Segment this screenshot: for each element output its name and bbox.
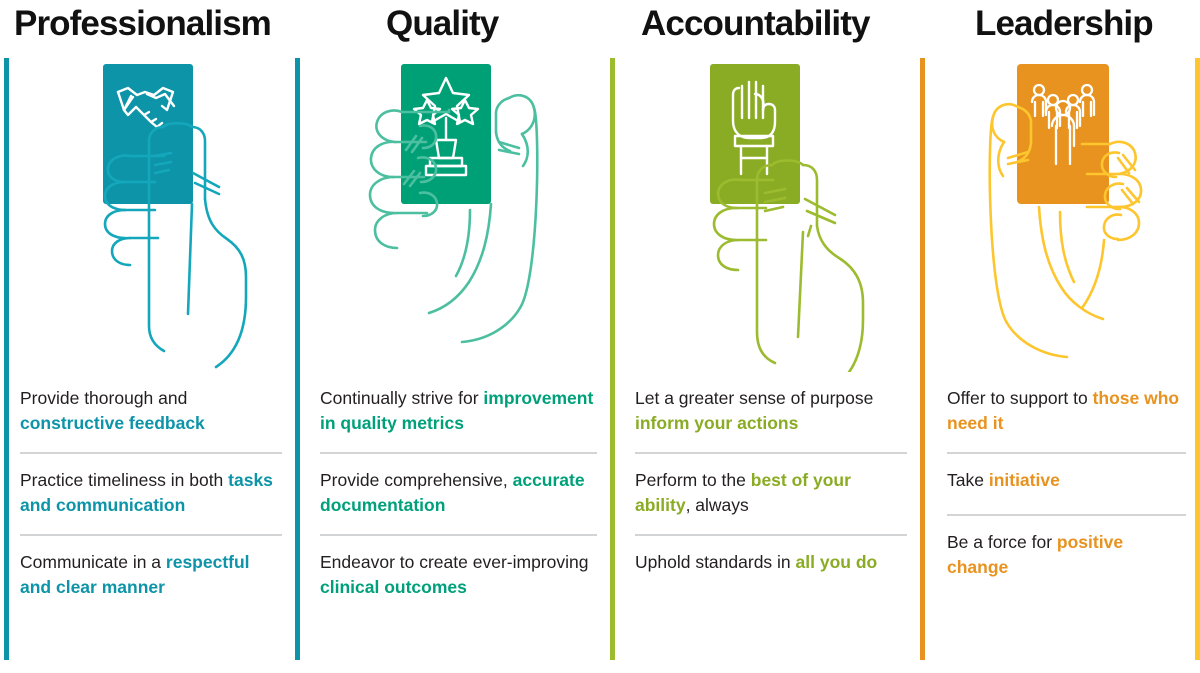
- column-rule-left-professionalism: [4, 58, 9, 660]
- page-title-accountability: Accountability: [641, 4, 870, 43]
- bullet-item: Practice timeliness in both tasks and co…: [20, 452, 282, 534]
- bullet-text-plain: Endeavor to create ever-improving: [320, 552, 589, 572]
- bullet-text-highlight: tasks and communication: [20, 470, 273, 515]
- bullet-text-plain: Take: [947, 470, 989, 490]
- bullet-item: Continually strive for improvement in qu…: [320, 372, 597, 452]
- people-group-icon: [1030, 83, 1096, 166]
- bullet-text-highlight: all you do: [795, 552, 878, 572]
- bullet-item: Uphold standards in all you do: [635, 534, 907, 596]
- card-green: [401, 64, 491, 204]
- bullet-text-plain: Continually strive for: [320, 388, 484, 408]
- bullet-text-plain: Provide thorough and: [20, 388, 188, 408]
- illustration-professionalism: [0, 52, 300, 372]
- bullet-text-highlight: positive change: [947, 532, 1124, 577]
- column-leadership: Leadership: [925, 0, 1200, 673]
- bullet-item: Perform to the best of your ability, alw…: [635, 452, 907, 534]
- bullet-item: Be a force for positive change: [947, 514, 1186, 596]
- illustration-quality: [300, 52, 615, 372]
- bullet-list-quality: Continually strive for improvement in qu…: [300, 372, 615, 661]
- bullet-text-highlight: respectful and clear manner: [20, 552, 250, 597]
- bullet-text-highlight: initiative: [988, 470, 1060, 490]
- bullet-item: Provide comprehensive, accurate document…: [320, 452, 597, 534]
- bullet-list-professionalism: Provide thorough and constructive feedba…: [0, 372, 300, 661]
- page-title-professionalism: Professionalism: [14, 4, 272, 43]
- hand-outline-orange: [988, 103, 1143, 359]
- hand-outline-green: [368, 94, 539, 344]
- card-orange: [1017, 64, 1109, 204]
- bullet-item: Provide thorough and constructive feedba…: [20, 372, 282, 452]
- bullet-text-plain: Provide comprehensive,: [320, 470, 513, 490]
- bullet-item: Offer to support to those who need it: [947, 372, 1186, 452]
- illustration-leadership: [925, 52, 1200, 372]
- handshake-icon: [116, 86, 176, 129]
- card-olive: [710, 64, 800, 204]
- column-accountability: Accountability: [615, 0, 925, 673]
- bullet-item: Communicate in a respectful and clear ma…: [20, 534, 282, 616]
- column-professionalism: Professionalism: [0, 0, 300, 673]
- bullet-text-plain-after: , always: [685, 495, 749, 515]
- column-rule-right-accountability: [920, 58, 925, 660]
- column-rule-right-professionalism: [295, 58, 300, 660]
- bottom-spacer: [615, 661, 925, 673]
- illustration-accountability: [615, 52, 925, 372]
- bottom-spacer: [925, 661, 1200, 673]
- bullet-item: Endeavor to create ever-improving clinic…: [320, 534, 597, 616]
- page-title-quality: Quality: [386, 4, 499, 43]
- bullet-text-plain: Practice timeliness in both: [20, 470, 229, 490]
- bullet-text-highlight: inform your actions: [635, 413, 799, 433]
- trophy-star-icon: [412, 76, 480, 177]
- hand-holding-card-teal: [103, 64, 248, 369]
- bullet-text-plain: Uphold standards in: [635, 552, 796, 572]
- bullet-text-plain: Offer to support to: [947, 388, 1093, 408]
- hand-holding-card-olive: [710, 64, 865, 372]
- column-rule-right-leadership: [1195, 58, 1200, 660]
- bullet-item: Let a greater sense of purpose inform yo…: [635, 372, 907, 452]
- page-title-leadership: Leadership: [975, 4, 1154, 43]
- bullet-list-accountability: Let a greater sense of purpose inform yo…: [615, 372, 925, 661]
- bullet-text-highlight: constructive feedback: [20, 413, 205, 433]
- bullet-text-plain: Let a greater sense of purpose: [635, 388, 874, 408]
- raised-hand-pledge-icon: [731, 80, 777, 176]
- hand-outline-teal: [103, 121, 248, 369]
- bullet-text-highlight: accurate documentation: [320, 470, 585, 515]
- bullet-text-plain: Perform to the: [635, 470, 751, 490]
- bullet-item: Take initiative: [947, 452, 1186, 514]
- bullet-text-plain: Be a force for: [947, 532, 1057, 552]
- bottom-spacer: [0, 661, 300, 673]
- column-quality: Quality: [300, 0, 615, 673]
- bullet-text-highlight: best of your ability: [635, 470, 851, 515]
- column-rule-right-quality: [610, 58, 615, 660]
- bullet-text-plain: Communicate in a: [20, 552, 166, 572]
- hand-holding-card-orange: [988, 64, 1143, 359]
- bullet-list-leadership: Offer to support to those who need it Ta…: [925, 372, 1200, 661]
- bullet-text-highlight: clinical outcomes: [320, 577, 467, 597]
- bullet-text-highlight: improvement in quality metrics: [320, 388, 594, 433]
- card-teal: [103, 64, 193, 204]
- bullet-text-highlight: those who need it: [947, 388, 1180, 433]
- hand-outline-olive: [712, 159, 865, 372]
- bottom-spacer: [300, 661, 615, 673]
- hand-holding-card-green: [368, 64, 539, 344]
